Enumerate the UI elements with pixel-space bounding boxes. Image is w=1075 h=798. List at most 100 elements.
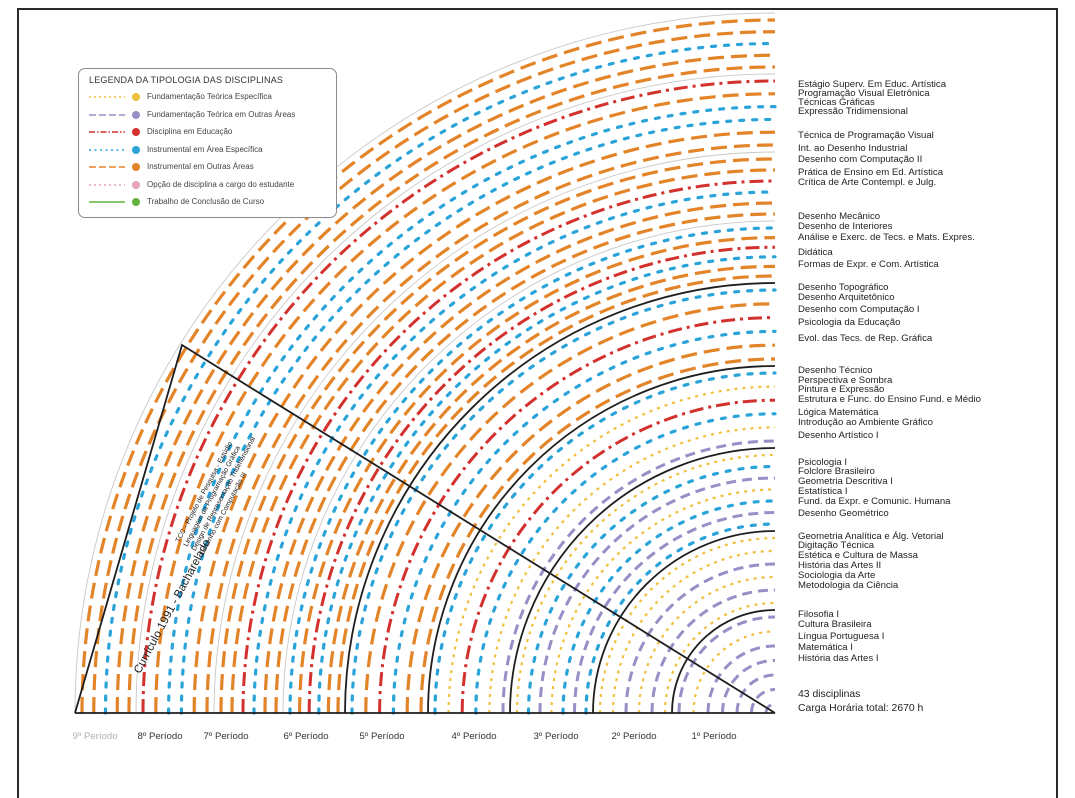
legend-label: Instrumental em Área Específica [147,144,263,154]
course-track [252,190,777,715]
course-label: Análise e Exerc. de Tecs. e Mats. Expres… [798,232,975,243]
course-label: Estética e Cultura de Massa [798,550,918,561]
course-label: Perspectiva e Sombra [798,375,893,386]
course-track [573,511,776,714]
legend-swatch-icon [89,145,140,154]
course-label: Expressão Tridimensional [798,106,908,117]
course-label: Lógica Matemática [798,407,879,418]
legend-label: Fundamentação Teórica em Outras Áreas [147,109,296,119]
course-label: Estágio Superv. Em Educ. Artística [798,79,947,90]
course-track [405,343,776,714]
course-track [141,79,776,714]
course-label: Geometria Descritiva I [798,476,893,487]
period-boundary [344,282,776,714]
curriculum-outline [74,343,776,714]
course-track [650,588,776,714]
course-track [433,371,777,715]
legend-swatch-icon [89,163,140,171]
course-label: Estatística I [798,486,848,497]
course-track [317,255,777,715]
legend-swatch-icon [89,128,140,136]
course-track [515,453,776,714]
course-track [624,562,776,714]
course-label: Desenho Artístico I [798,430,879,441]
period-label: 7º Período [203,731,249,742]
course-track [706,644,776,714]
course-label: Desenho Arquitetônico [798,292,895,303]
period-label: 6º Período [283,731,329,742]
course-track [205,143,776,714]
course-track [501,439,776,714]
course-label: Desenho com Computação I [798,304,920,315]
course-track [538,476,776,714]
course-track [488,426,776,714]
course-label: Psicologia I [798,457,848,468]
course-track [115,53,776,714]
course-label: Didática [798,247,833,258]
course-track [735,673,776,714]
course-label: Técnica de Programação Visual [798,130,934,141]
course-label: Metodologia da Ciência [798,580,899,591]
course-label: Filosofia I [798,609,840,620]
course-track [336,274,776,714]
period-label: 9º Período [72,731,118,742]
legend-swatch-icon [89,180,140,189]
period-boundary [74,12,776,714]
period-boundary [427,365,776,714]
course-label: Digitação Técnica [798,540,875,551]
legend-label: Opção de disciplina a cargo do estudante [147,179,295,189]
legend-title: LEGENDA DA TIPOLOGIA DAS DISCIPLINAS [89,75,284,85]
course-label: Fund. da Expr. e Comunic. Humana [798,496,951,507]
course-label: Desenho Mecânico [798,211,881,222]
legend-item: Fundamentação Teórica em Outras Áreas [89,109,334,121]
course-label: Formas de Expr. e Com. Artística [798,259,939,270]
course-label: Int. ao Desenho Industrial [798,143,908,154]
course-track [298,236,776,714]
course-track [80,18,776,714]
legend: LEGENDA DA TIPOLOGIA DAS DISCIPLINAS Fun… [78,68,337,218]
course-track [721,659,776,714]
course-track [611,549,776,714]
course-label: História das Artes I [798,653,879,664]
legend-item: Disciplina em Educação [89,126,334,138]
course-track [288,226,777,715]
course-track [677,615,776,714]
period-boundary [592,530,776,714]
period-boundary [509,447,776,714]
course-track [391,329,777,715]
course-track [474,412,777,715]
legend-swatch-icon [89,93,140,101]
course-track [637,575,776,714]
course-track [561,499,777,715]
course-track [447,385,776,714]
course-label: Sociologia da Arte [798,570,876,581]
course-track [92,30,776,714]
course-track [219,157,776,714]
legend-label: Trabalho de Conclusão de Curso [147,197,265,206]
period-boundary [213,151,776,714]
legend-label: Instrumental em Outras Áreas [147,162,254,171]
course-label: Crítica de Arte Contempl. e Julg. [798,177,937,188]
course-track [460,398,776,714]
course-label: Desenho Geométrico [798,508,889,519]
total-hours: Carga Horária total: 2670 h [798,703,924,714]
course-track [378,316,776,714]
period-label: 5º Período [359,731,405,742]
course-track [127,65,776,714]
period-boundary [671,609,776,714]
course-track [750,688,776,714]
course-track [307,245,776,714]
period-boundary [282,220,776,714]
course-track [263,201,776,714]
course-label: Cultura Brasileira [798,619,872,630]
legend-item: Fundamentação Teórica Específica [89,91,334,103]
course-label: Evol. das Tecs. de Rep. Gráfica [798,333,933,344]
course-track [526,464,777,715]
course-track [230,168,776,714]
course-track [167,105,777,715]
course-label: Matemática I [798,642,853,653]
legend-label: Disciplina em Educação [147,127,233,136]
course-label: Prática de Ensino em Ed. Artística [798,167,944,178]
course-label: Língua Portuguesa I [798,631,885,642]
